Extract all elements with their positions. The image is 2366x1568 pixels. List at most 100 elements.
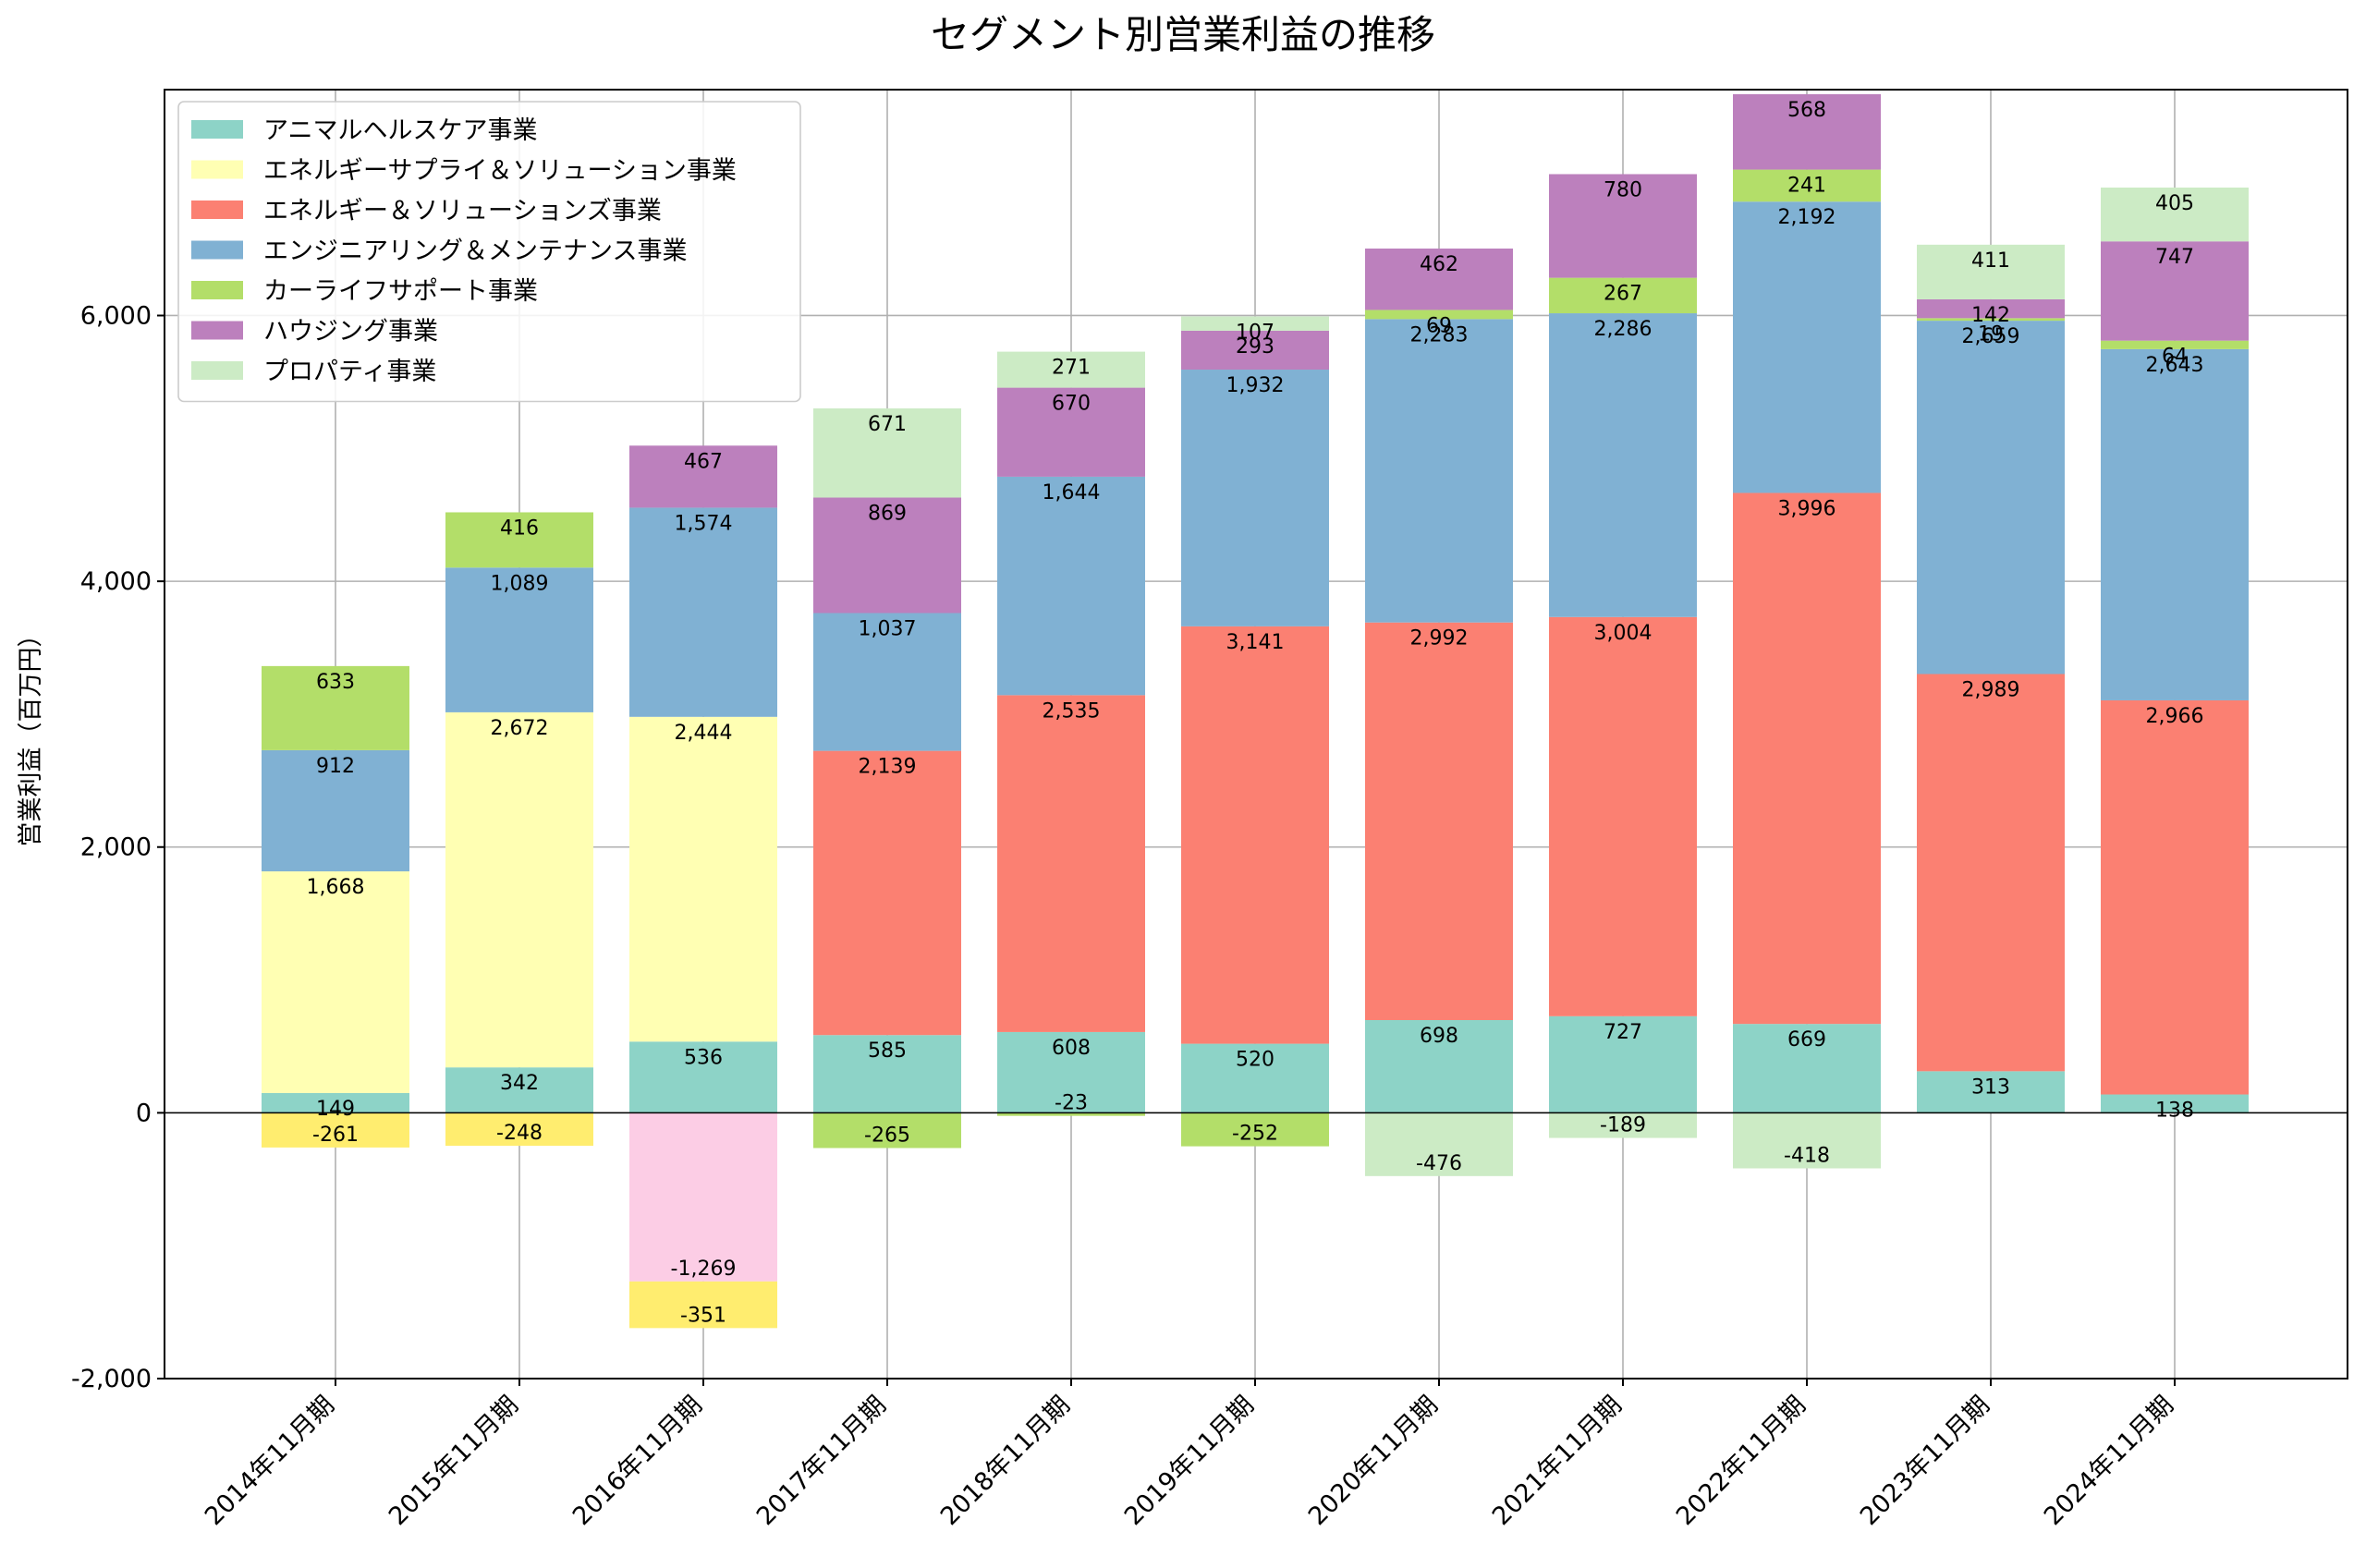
y-tick-label: 0 bbox=[136, 1099, 152, 1127]
bar-segment bbox=[1181, 626, 1329, 1044]
bars-layer bbox=[262, 93, 2249, 1329]
bar-segment bbox=[1549, 616, 1697, 1016]
data-label: 747 bbox=[2155, 246, 2194, 269]
data-label: 1,089 bbox=[491, 572, 549, 595]
legend: アニマルヘルスケア事業エネルギーサプライ＆ソリューション事業エネルギー＆ソリュー… bbox=[177, 101, 801, 403]
chart-title: セグメント別営業利益の推移 bbox=[931, 12, 1435, 57]
bar-segment bbox=[1365, 622, 1513, 1020]
data-label: 2,672 bbox=[491, 717, 549, 740]
data-label: 1,932 bbox=[1226, 374, 1285, 397]
bar-segment bbox=[1733, 201, 1881, 493]
y-tick-label: 6,000 bbox=[80, 301, 152, 330]
bar-segment bbox=[1365, 1019, 1513, 1113]
legend-swatch bbox=[191, 201, 243, 219]
y-axis-label: 営業利益（百万円） bbox=[17, 623, 45, 847]
data-label: 107 bbox=[1236, 321, 1274, 344]
bar-segment bbox=[445, 567, 593, 712]
data-label: 2,535 bbox=[1043, 699, 1101, 723]
bar-segment bbox=[1917, 318, 2065, 322]
data-label: 142 bbox=[1971, 304, 2010, 327]
bar-segment bbox=[262, 871, 409, 1093]
data-label: 138 bbox=[2155, 1100, 2194, 1123]
bar-segment bbox=[262, 749, 409, 872]
bar-segment bbox=[813, 408, 961, 498]
bar-segment bbox=[629, 1041, 777, 1113]
data-label: 2,989 bbox=[1962, 678, 2020, 701]
bar-segment bbox=[1181, 330, 1329, 371]
data-label: 3,996 bbox=[1778, 497, 1836, 520]
data-label: -248 bbox=[496, 1122, 543, 1145]
y-tick-label: 4,000 bbox=[80, 567, 152, 596]
data-label: 411 bbox=[1971, 249, 2010, 273]
y-tick-label: 2,000 bbox=[80, 833, 152, 862]
bar-segment bbox=[1181, 1043, 1329, 1113]
data-label: 3,004 bbox=[1594, 622, 1653, 645]
data-label: -261 bbox=[312, 1124, 359, 1147]
data-label: 149 bbox=[316, 1098, 355, 1121]
data-label: 271 bbox=[1052, 357, 1091, 380]
data-label: 405 bbox=[2155, 192, 2194, 215]
data-label: 2,643 bbox=[2146, 354, 2204, 377]
legend-swatch bbox=[191, 321, 243, 340]
x-tick-label: 2020年11月期 bbox=[1303, 1391, 1444, 1531]
data-label: -265 bbox=[864, 1124, 910, 1147]
bar-segment bbox=[997, 476, 1145, 696]
data-label: 671 bbox=[868, 413, 907, 436]
bar-segment bbox=[1917, 321, 2065, 675]
bar-segment bbox=[1733, 1024, 1881, 1113]
data-label: -351 bbox=[680, 1304, 726, 1327]
data-label: 2,283 bbox=[1410, 323, 1469, 346]
bar-segment bbox=[997, 1031, 1145, 1113]
bar-segment bbox=[1917, 1071, 2065, 1113]
data-label: 698 bbox=[1420, 1025, 1458, 1048]
bar-segment bbox=[1549, 1112, 1697, 1138]
data-label: 64 bbox=[2162, 346, 2188, 369]
bar-segment bbox=[1365, 319, 1513, 623]
bar-segment bbox=[1365, 249, 1513, 310]
legend-swatch bbox=[191, 160, 243, 179]
data-label: 520 bbox=[1236, 1049, 1274, 1072]
bar-segment bbox=[1917, 674, 2065, 1072]
x-tick-label: 2019年11月期 bbox=[1119, 1391, 1260, 1531]
legend-swatch bbox=[191, 240, 243, 260]
data-label: 568 bbox=[1787, 99, 1826, 122]
bar-segment bbox=[445, 1067, 593, 1113]
bar-segment bbox=[1365, 310, 1513, 320]
bar-segment bbox=[813, 497, 961, 614]
data-label: 3,141 bbox=[1226, 631, 1285, 654]
bar-segment bbox=[1917, 298, 2065, 319]
bar-segment bbox=[2101, 1094, 2249, 1113]
bar-segment bbox=[629, 1281, 777, 1329]
x-tick-label: 2021年11月期 bbox=[1487, 1391, 1628, 1531]
data-label: 467 bbox=[684, 450, 723, 473]
bar-segment bbox=[2101, 348, 2249, 700]
bar-segment bbox=[813, 1112, 961, 1149]
legend-label: カーライフサポート事業 bbox=[263, 277, 538, 306]
data-label: 69 bbox=[1426, 314, 1452, 337]
data-label: 670 bbox=[1052, 393, 1091, 416]
data-label: 2,286 bbox=[1594, 318, 1653, 341]
data-label: -1,269 bbox=[671, 1258, 737, 1281]
bar-segment bbox=[629, 716, 777, 1042]
data-label: 669 bbox=[1787, 1028, 1826, 1051]
data-label: -476 bbox=[1416, 1152, 1462, 1175]
bar-segment bbox=[262, 1092, 409, 1113]
bar-segment bbox=[629, 507, 777, 717]
bar-segment bbox=[262, 1112, 409, 1148]
x-tick-label: 2023年11月期 bbox=[1855, 1391, 1995, 1531]
legend-label: エネルギー＆ソリューションズ事業 bbox=[263, 197, 662, 225]
data-label: 1,644 bbox=[1043, 481, 1101, 504]
legend-label: エンジニアリング＆メンテナンス事業 bbox=[263, 237, 687, 266]
x-tick-label: 2017年11月期 bbox=[751, 1391, 892, 1531]
data-label: 342 bbox=[500, 1072, 539, 1095]
legend-box bbox=[177, 101, 801, 403]
legend-label: アニマルヘルスケア事業 bbox=[263, 116, 537, 145]
bar-segment bbox=[1365, 1112, 1513, 1176]
data-label: 19 bbox=[1978, 322, 2004, 346]
bar-segment bbox=[813, 1035, 961, 1113]
bar-segment bbox=[1917, 244, 2065, 299]
data-labels-layer: 149 1,668 912 633 -261 342 2,672 1,089 416 -248 53… bbox=[307, 99, 2204, 1327]
bar-segment bbox=[2101, 187, 2249, 242]
legend-label: ハウジング事業 bbox=[263, 318, 438, 346]
